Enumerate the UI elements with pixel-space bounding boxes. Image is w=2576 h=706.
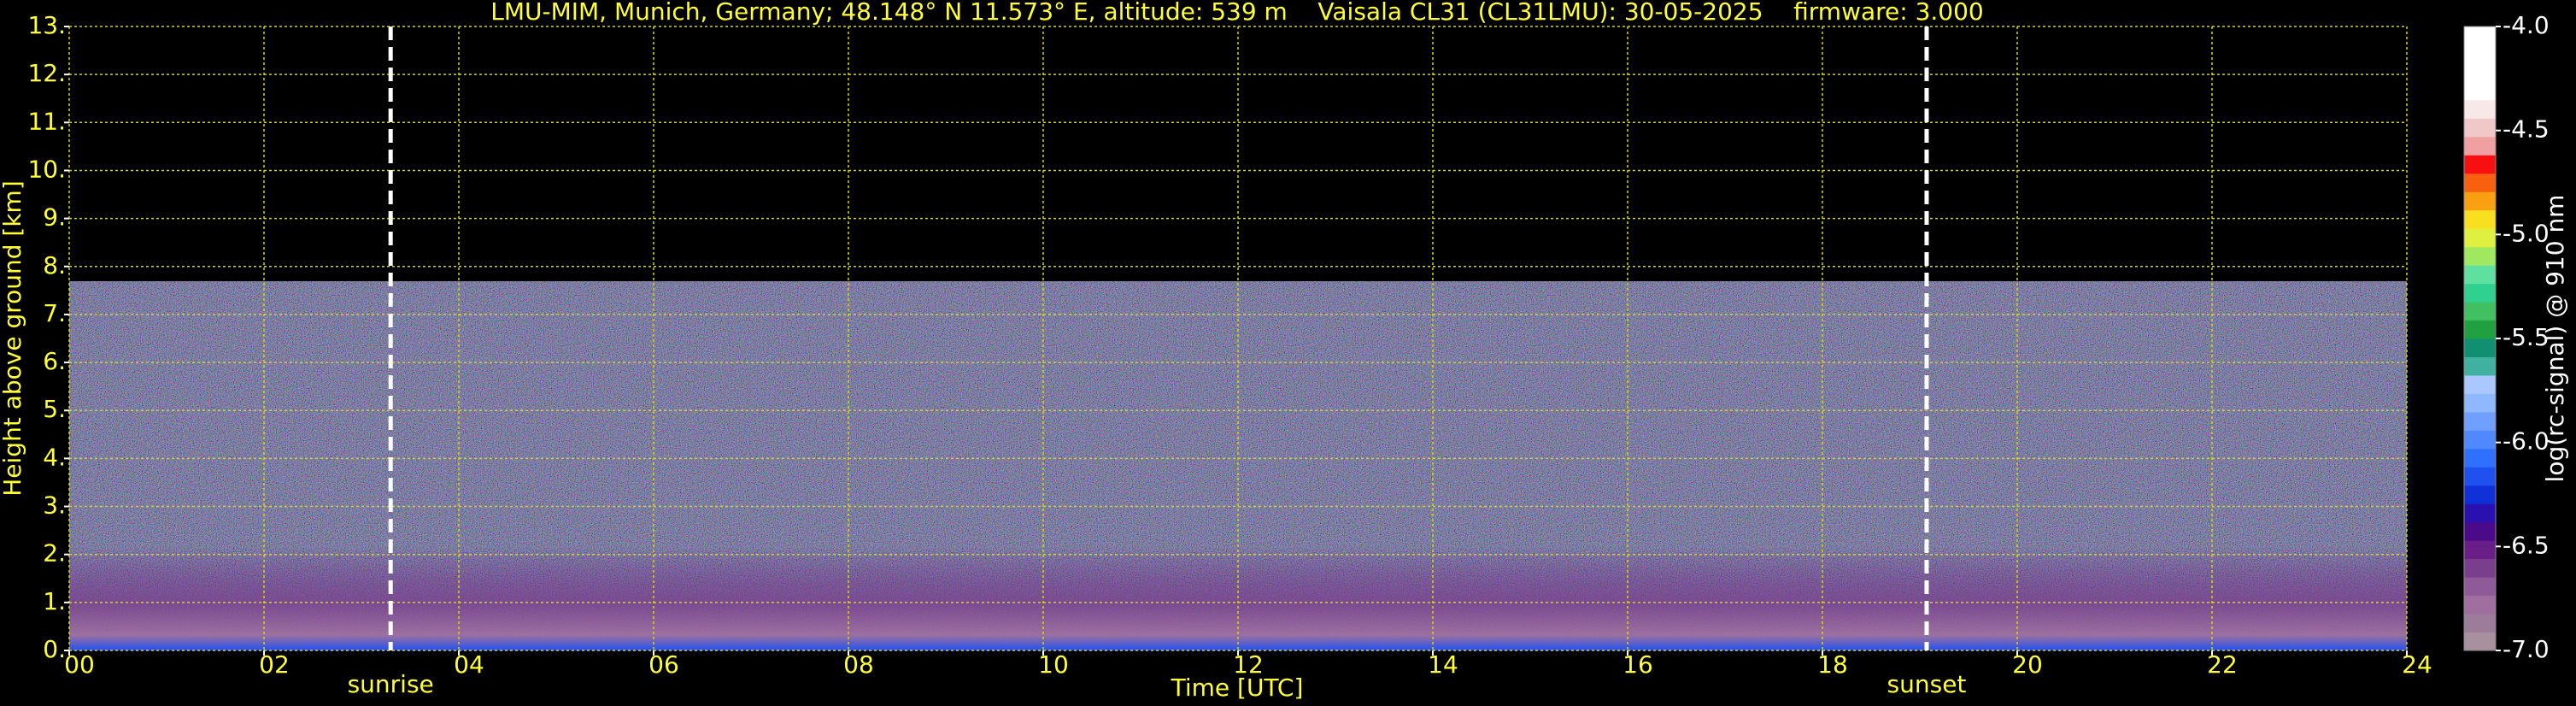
- colorbar-segment: [2464, 485, 2496, 504]
- y-tick-label: 11.: [27, 107, 66, 135]
- y-tick-label: 9.: [43, 203, 66, 232]
- y-tick-label: 12.: [27, 59, 66, 87]
- x-tick-label: 06: [648, 650, 679, 679]
- colorbar-segment: [2464, 246, 2496, 266]
- x-tick-label: 02: [259, 650, 290, 679]
- x-tick-label: 00: [64, 650, 95, 679]
- colorbar-segment: [2464, 99, 2496, 119]
- sun-event-label: sunrise: [348, 670, 434, 698]
- x-tick-label: 18: [1817, 650, 1848, 679]
- colorbar-tick-label: -4.5: [2503, 115, 2550, 144]
- colorbar-segment: [2464, 521, 2496, 541]
- colorbar-segment: [2464, 448, 2496, 468]
- y-tick-label: 6.: [43, 347, 66, 375]
- colorbar-segment: [2464, 191, 2496, 211]
- y-tick-label: 13.: [27, 11, 66, 39]
- grid: [68, 26, 2408, 651]
- y-tick-label: 3.: [43, 491, 66, 520]
- marks: [388, 26, 1929, 650]
- colorbar-segment: [2464, 209, 2496, 229]
- boundary-layer: [69, 547, 2407, 650]
- x-tick-label: 22: [2207, 650, 2238, 679]
- y-tick-label: 10.: [27, 155, 66, 183]
- colorbar-segment: [2464, 265, 2496, 285]
- colorbar-segment: [2464, 283, 2496, 303]
- colorbar-tick-label: -5.5: [2503, 323, 2550, 351]
- colorbar-segment: [2464, 411, 2496, 431]
- colorbar-label: log(rc-signal) @ 910 nm: [2541, 195, 2569, 483]
- colorbar-segment: [2464, 62, 2496, 82]
- colorbar-segment: [2464, 577, 2496, 597]
- colorbar-segment: [2464, 614, 2496, 633]
- colorbar-segment: [2464, 356, 2496, 376]
- y-tick-label: 1.: [43, 587, 66, 615]
- colorbar-tick-label: -7.0: [2503, 635, 2550, 663]
- colorbar-segment: [2464, 393, 2496, 413]
- x-tick-label: 12: [1233, 650, 1264, 679]
- colorbar-segment: [2464, 540, 2496, 560]
- chart-title: LMU-MIM, Munich, Germany; 48.148° N 11.5…: [490, 0, 1984, 26]
- colorbar-segment: [2464, 503, 2496, 523]
- colorbar-tick-label: -6.0: [2503, 427, 2550, 456]
- colorbar-segment: [2464, 44, 2496, 64]
- colorbar-segment: [2464, 467, 2496, 486]
- colorbar-tick-label: -6.5: [2503, 531, 2550, 559]
- colorbar-segment: [2464, 228, 2496, 248]
- y-tick-label: 2.: [43, 539, 66, 568]
- colorbar-segment: [2464, 173, 2496, 192]
- y-tick-label: 7.: [43, 299, 66, 327]
- y-tick-label: 0.: [43, 635, 66, 663]
- colorbar-segment: [2464, 338, 2496, 357]
- x-tick-label: 14: [1428, 650, 1458, 679]
- y-axis-label: Height above ground [km]: [0, 180, 26, 497]
- x-axis-label: Time [UTC]: [1171, 674, 1304, 702]
- y-tick-label: 8.: [43, 251, 66, 279]
- colorbar-segment: [2464, 632, 2496, 651]
- x-tick-label: 10: [1038, 650, 1069, 679]
- colorbar-segment: [2464, 558, 2496, 578]
- colorbar-segment: [2464, 118, 2496, 138]
- x-tick-label: 08: [843, 650, 874, 679]
- colorbar-segment: [2464, 155, 2496, 174]
- x-tick-label: 04: [454, 650, 484, 679]
- x-tick-label: 24: [2402, 650, 2432, 679]
- colorbar-segment: [2464, 374, 2496, 394]
- y-tick-label: 4.: [43, 443, 66, 471]
- colorbar-segment: [2464, 81, 2496, 101]
- x-tick-label: 20: [2012, 650, 2043, 679]
- colorbar-segment: [2464, 302, 2496, 321]
- sun-event-label: sunset: [1887, 670, 1967, 698]
- colorbar-segment: [2464, 430, 2496, 450]
- x-tick-label: 16: [1622, 650, 1653, 679]
- y-tick-label: 5.: [43, 395, 66, 423]
- colorbar-tick-label: -4.0: [2503, 11, 2550, 39]
- colorbar-segment: [2464, 136, 2496, 156]
- colorbar-segment: [2464, 320, 2496, 339]
- colorbar-tick-label: -5.0: [2503, 219, 2550, 247]
- colorbar-segment: [2464, 26, 2496, 45]
- colorbar-segment: [2464, 595, 2496, 615]
